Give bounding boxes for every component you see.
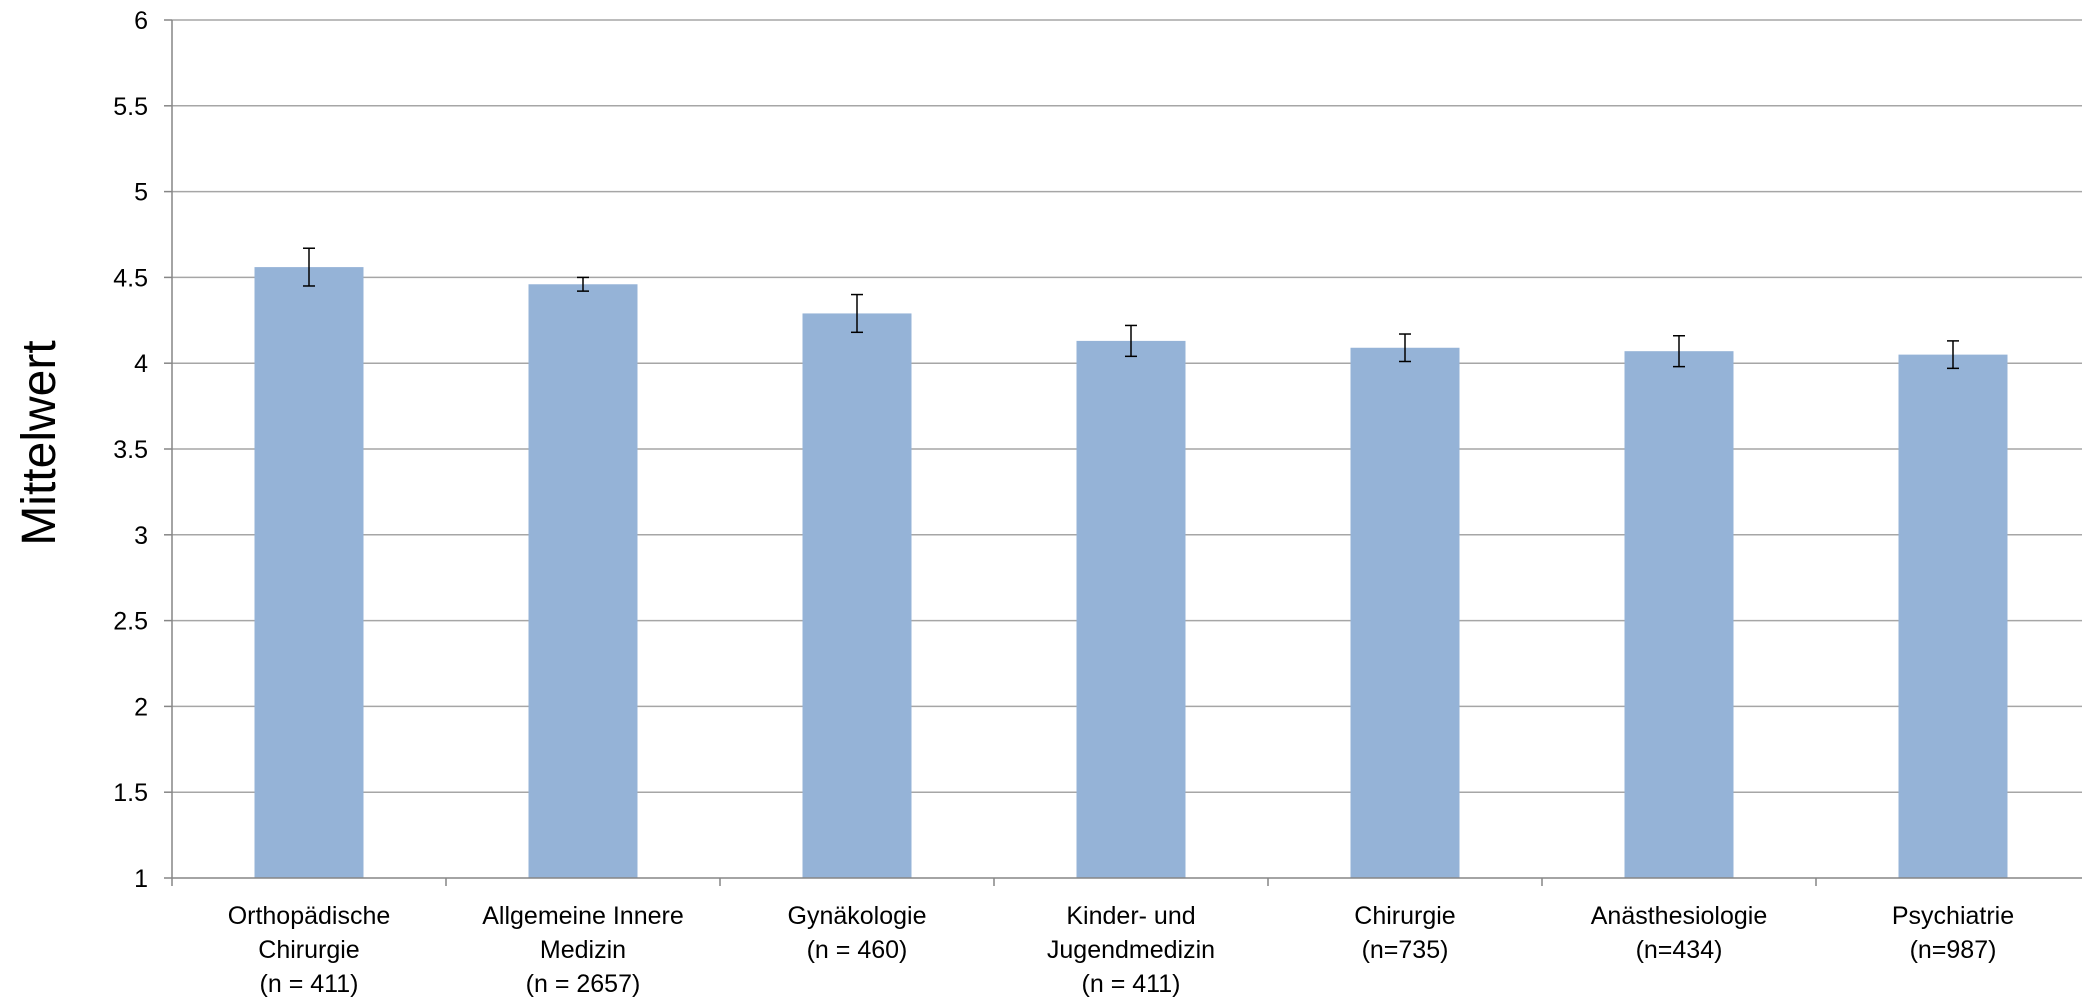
bar [254, 267, 364, 878]
category-label-line: (n=735) [1362, 936, 1449, 964]
y-tick-label: 5.5 [113, 93, 148, 121]
category-label-line: Medizin [540, 936, 626, 964]
category-label-line: Chirurgie [1354, 902, 1455, 930]
bar [1898, 354, 2008, 878]
y-tick-label: 2 [134, 693, 148, 721]
category-label-line: Jugendmedizin [1047, 936, 1215, 964]
category-label-line: Allgemeine Innere [482, 902, 684, 930]
error-bars [303, 247, 1959, 370]
category-label: Chirurgie (n=735) [1354, 902, 1455, 964]
category-label: Orthopädische Chirurgie (n = 411) [228, 902, 391, 998]
category-label-line: (n = 460) [807, 936, 908, 964]
category-label-line: (n=987) [1910, 936, 1997, 964]
category-label-line: (n = 411) [260, 970, 359, 998]
y-tick-label: 1 [134, 865, 148, 893]
bar [1350, 347, 1460, 879]
bars [254, 267, 2008, 879]
y-tick-labels: 1 1.5 2 2.5 3 3.5 4 4.5 5 5.5 6 [113, 7, 148, 893]
category-label-line: Psychiatrie [1892, 902, 2014, 930]
y-tick-label: 3 [134, 522, 148, 550]
y-tick-label: 3.5 [113, 436, 148, 464]
bar [802, 313, 912, 878]
category-label-line: Chirurgie [258, 936, 359, 964]
category-label-line: Anästhesiologie [1591, 902, 1768, 930]
y-tick-label: 4.5 [113, 264, 148, 292]
category-label: Psychiatrie (n=987) [1892, 902, 2014, 964]
category-label-line: (n = 411) [1082, 970, 1181, 998]
category-label-line: (n = 2657) [526, 970, 641, 998]
category-label-line: (n=434) [1636, 936, 1723, 964]
category-label-line: Gynäkologie [788, 902, 927, 930]
axes [171, 20, 2082, 886]
category-label: Anästhesiologie (n=434) [1591, 902, 1768, 964]
bar [1076, 340, 1186, 879]
category-label-line: Orthopädische [228, 902, 391, 930]
category-label: Gynäkologie (n = 460) [788, 902, 927, 964]
category-label: Kinder- und Jugendmedizin (n = 411) [1047, 902, 1215, 998]
y-axis-title: Mittelwert [13, 340, 66, 545]
bar [528, 284, 638, 878]
category-labels: Orthopädische Chirurgie (n = 411) Allgemein… [228, 902, 2014, 998]
bar [1624, 351, 1734, 878]
y-tick-label: 4 [134, 350, 148, 378]
y-tick-label: 6 [134, 7, 148, 35]
y-tick-label: 2.5 [113, 608, 148, 636]
category-label: Allgemeine Innere Medizin (n = 2657) [482, 902, 684, 998]
y-tick-label: 5 [134, 179, 148, 207]
y-tick-label: 1.5 [113, 779, 148, 807]
category-label-line: Kinder- und [1066, 902, 1195, 930]
